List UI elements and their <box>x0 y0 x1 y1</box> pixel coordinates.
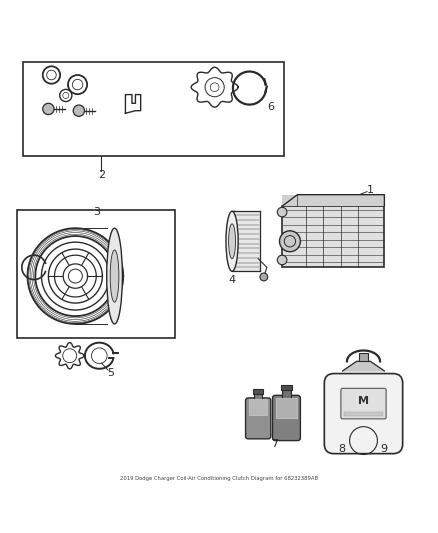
Bar <box>254 393 262 401</box>
Polygon shape <box>343 361 385 371</box>
Ellipse shape <box>228 211 240 271</box>
Text: 7: 7 <box>271 439 278 449</box>
Bar <box>23 62 284 156</box>
Circle shape <box>260 273 268 281</box>
Bar <box>249 399 267 415</box>
Bar <box>281 385 292 390</box>
Ellipse shape <box>107 228 122 324</box>
Text: M: M <box>358 397 369 407</box>
Bar <box>359 353 368 361</box>
FancyBboxPatch shape <box>246 398 271 439</box>
Text: 5: 5 <box>108 368 115 378</box>
Circle shape <box>277 255 287 265</box>
Ellipse shape <box>226 211 238 271</box>
FancyBboxPatch shape <box>341 389 386 419</box>
Text: 2019 Dodge Charger Coil-Air Conditioning Clutch Diagram for 68232389AB: 2019 Dodge Charger Coil-Air Conditioning… <box>120 475 318 481</box>
Bar <box>232 211 260 271</box>
Bar <box>17 210 176 338</box>
Text: 9: 9 <box>380 444 387 454</box>
Text: 6: 6 <box>268 102 275 112</box>
FancyBboxPatch shape <box>324 374 403 454</box>
Bar <box>276 398 297 417</box>
Circle shape <box>43 103 54 115</box>
Circle shape <box>73 105 85 116</box>
FancyBboxPatch shape <box>272 395 300 441</box>
Bar <box>282 195 385 206</box>
Ellipse shape <box>110 250 119 302</box>
Bar <box>282 389 291 399</box>
Text: 3: 3 <box>94 207 101 217</box>
Bar <box>253 389 263 393</box>
Text: 8: 8 <box>338 444 345 454</box>
Bar <box>344 412 383 416</box>
Text: 4: 4 <box>229 274 236 285</box>
Circle shape <box>279 231 300 252</box>
Text: 2: 2 <box>98 170 105 180</box>
Bar <box>282 206 385 266</box>
Ellipse shape <box>229 224 236 259</box>
Circle shape <box>277 207 287 217</box>
Text: 1: 1 <box>367 185 374 195</box>
